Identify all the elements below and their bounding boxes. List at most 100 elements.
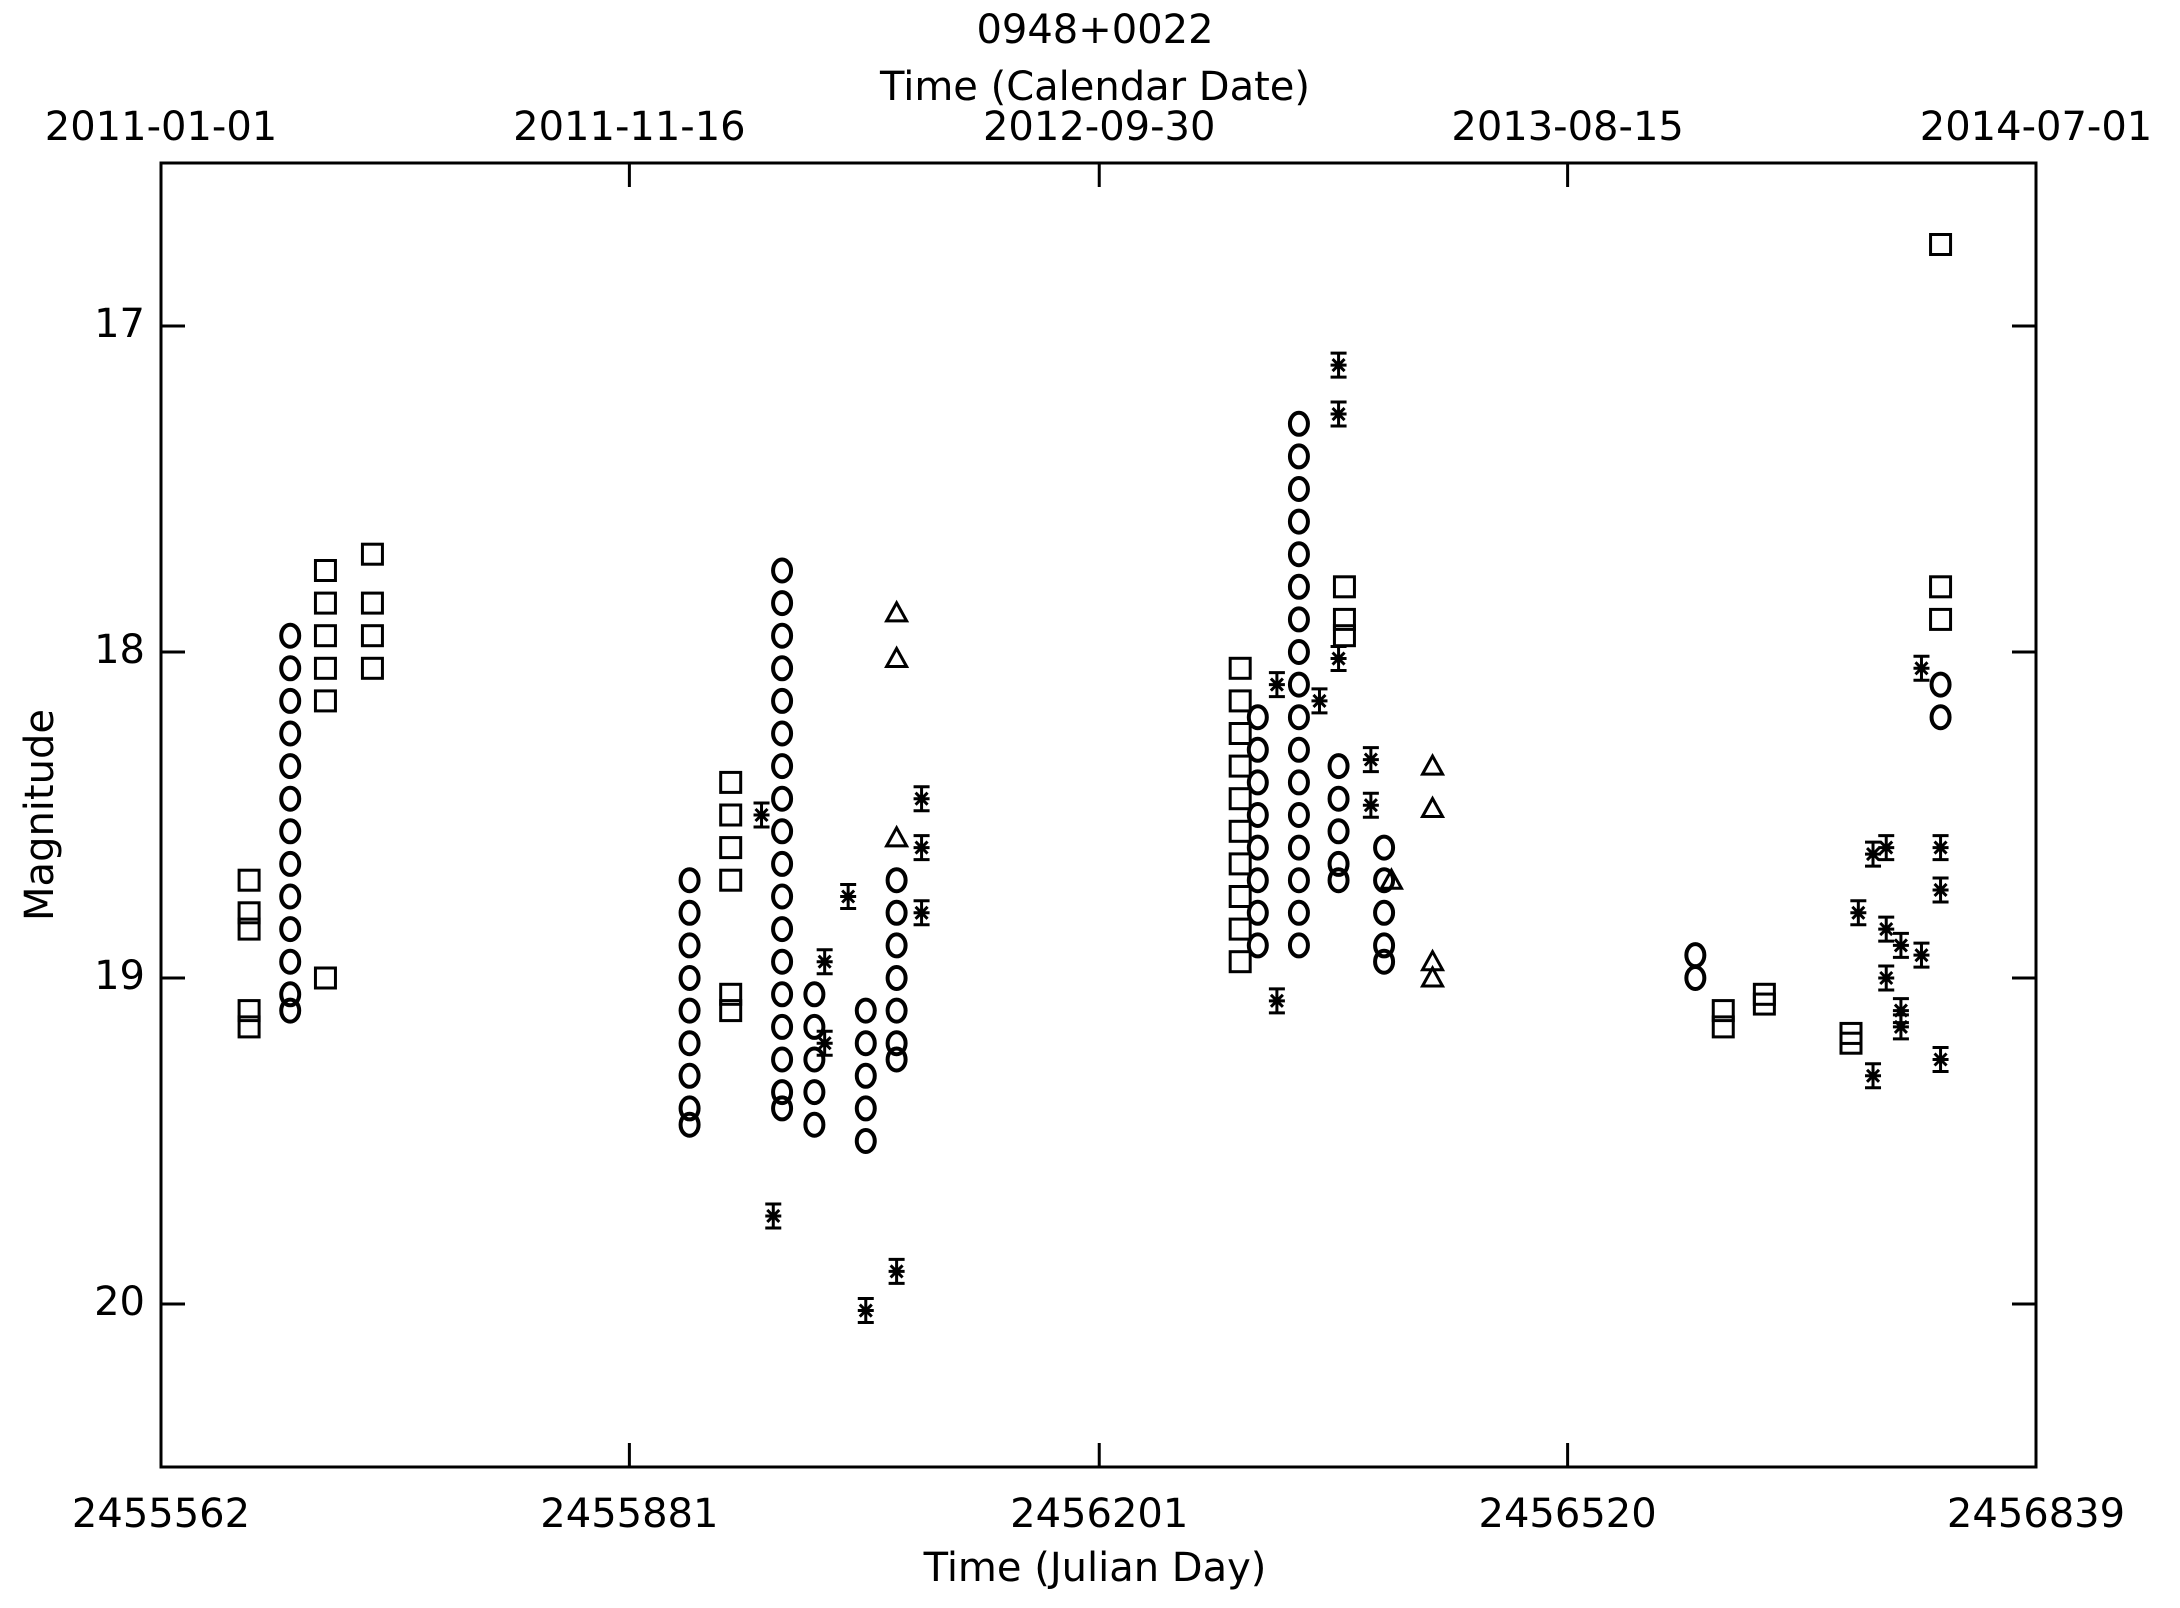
data-point xyxy=(771,687,794,714)
data-point xyxy=(1311,687,1328,715)
data-point xyxy=(1362,746,1379,774)
data-point xyxy=(771,655,794,682)
data-point xyxy=(1287,443,1310,470)
data-point xyxy=(1878,915,1895,943)
data-point xyxy=(678,867,701,894)
data-point xyxy=(279,916,302,943)
data-point xyxy=(803,981,826,1008)
data-point xyxy=(1932,876,1949,904)
data-point xyxy=(913,899,930,927)
data-point xyxy=(1327,753,1350,780)
chart-title: 0948+0022 xyxy=(976,7,1213,53)
data-point xyxy=(313,966,337,990)
data-point xyxy=(854,1062,877,1089)
data-point xyxy=(1373,867,1396,894)
data-point xyxy=(719,868,743,892)
data-point xyxy=(1287,476,1310,502)
x2-tick-label: 2013-08-15 xyxy=(1451,104,1683,150)
data-point xyxy=(771,916,794,943)
data-point xyxy=(1373,899,1396,926)
data-point xyxy=(1246,867,1269,894)
data-point xyxy=(771,720,794,747)
data-point xyxy=(1287,834,1310,861)
data-point xyxy=(1287,410,1310,437)
data-point xyxy=(840,883,857,910)
data-point xyxy=(1327,818,1350,845)
x2-tick-label: 2011-01-01 xyxy=(45,104,277,150)
data-point xyxy=(1932,1046,1949,1073)
data-point xyxy=(1228,754,1252,778)
data-point xyxy=(771,850,794,877)
data-point xyxy=(1287,606,1310,633)
data-point xyxy=(1246,932,1269,959)
data-point xyxy=(1362,791,1379,819)
data-point xyxy=(1378,867,1404,890)
data-point xyxy=(1287,639,1310,665)
data-point xyxy=(719,999,743,1023)
data-point xyxy=(1684,942,1707,969)
data-point xyxy=(279,655,302,682)
data-point xyxy=(803,1079,826,1106)
data-point xyxy=(913,785,930,813)
data-point xyxy=(885,899,908,926)
data-point xyxy=(1228,689,1252,713)
data-point xyxy=(884,645,910,669)
data-point xyxy=(1228,852,1252,876)
y-tick-label: 19 xyxy=(94,953,145,999)
x-tick-label: 2455881 xyxy=(540,1491,718,1537)
data-point xyxy=(885,932,908,959)
data-point xyxy=(771,753,794,780)
data-point xyxy=(1892,1013,1909,1041)
data-point xyxy=(237,901,261,925)
data-point xyxy=(1327,850,1350,877)
data-point xyxy=(237,999,261,1023)
data-point xyxy=(279,850,302,877)
data-point xyxy=(1246,736,1269,763)
data-point xyxy=(854,997,877,1024)
data-point xyxy=(771,1046,794,1073)
data-point xyxy=(678,1095,701,1122)
data-point xyxy=(885,965,908,991)
data-point xyxy=(1246,704,1269,731)
data-point xyxy=(1228,885,1252,908)
x-tick-label: 2456201 xyxy=(1010,1491,1188,1537)
x2-axis-label: Time (Calendar Date) xyxy=(879,64,1310,110)
data-point xyxy=(1373,948,1396,975)
data-point xyxy=(1228,656,1252,680)
data-point xyxy=(1373,834,1396,861)
data-point xyxy=(803,1046,826,1073)
data-point xyxy=(1287,899,1310,926)
data-point xyxy=(1246,899,1269,926)
data-point xyxy=(1865,840,1882,868)
data-point xyxy=(1287,508,1310,535)
x-axis-label: Time (Julian Day) xyxy=(923,1545,1267,1591)
data-point xyxy=(1332,575,1356,599)
data-point xyxy=(1228,950,1252,974)
data-point xyxy=(1287,704,1310,731)
data-point xyxy=(719,770,743,794)
data-point xyxy=(816,948,833,976)
x2-tick-label: 2011-11-16 xyxy=(513,104,745,150)
data-point xyxy=(1228,917,1252,941)
data-point xyxy=(237,1015,261,1039)
data-point xyxy=(771,883,794,910)
x-tick-label: 2456520 xyxy=(1479,1491,1657,1537)
data-point xyxy=(313,591,337,615)
data-point xyxy=(1246,802,1269,828)
y-tick-label: 17 xyxy=(94,301,145,347)
data-point xyxy=(1327,785,1350,812)
data-point xyxy=(678,997,701,1024)
data-point xyxy=(678,1111,701,1138)
data-point xyxy=(854,1095,877,1122)
data-point xyxy=(816,1029,833,1057)
data-point xyxy=(1268,671,1285,699)
data-point xyxy=(854,1128,877,1154)
data-point xyxy=(1752,992,1776,1016)
data-point xyxy=(1711,1015,1735,1039)
data-point xyxy=(279,818,302,845)
data-point xyxy=(1287,867,1310,894)
data-point xyxy=(1711,999,1735,1023)
data-point xyxy=(678,1030,701,1057)
data-point xyxy=(279,981,302,1008)
data-point xyxy=(771,622,794,649)
